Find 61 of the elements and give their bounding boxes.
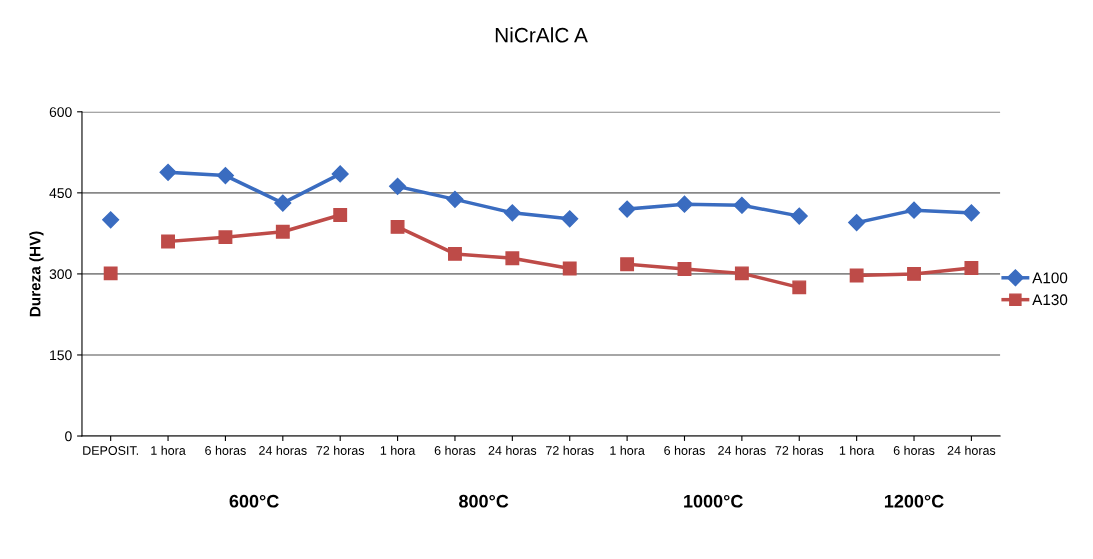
- point: [677, 262, 692, 276]
- x-tick-label: 1 hora: [380, 445, 416, 455]
- point: [734, 266, 749, 281]
- x-tick-label: 6 horas: [664, 445, 705, 455]
- y-tick-label: 450: [49, 188, 72, 199]
- x-tick-label: DEPOSIT.: [83, 446, 138, 455]
- point: [331, 165, 349, 183]
- legend-label: A100: [1032, 272, 1068, 284]
- point: [907, 266, 921, 281]
- y-tick-label: 150: [50, 350, 72, 361]
- x-tick-label: 6 horas: [893, 445, 935, 455]
- point: [159, 163, 177, 181]
- point: [790, 207, 808, 225]
- text: 800°C: [459, 494, 509, 508]
- x-tick-label: 24 horas: [718, 445, 766, 455]
- x-tick-label: 72 horas: [775, 445, 824, 455]
- point: [733, 196, 751, 214]
- point: [161, 234, 175, 249]
- point: [333, 208, 348, 222]
- x-tick-label: 6 horas: [434, 445, 476, 455]
- point: [389, 177, 407, 195]
- x-tick-label: 72 horas: [316, 445, 365, 455]
- point: [390, 219, 405, 234]
- point: [964, 261, 979, 275]
- y-axis-title: Dureza (HV): [29, 231, 44, 317]
- text: 1200°C: [884, 494, 944, 508]
- x-tick-label: 1 hora: [610, 445, 645, 455]
- point: [218, 230, 233, 245]
- point: [962, 204, 980, 222]
- point: [848, 214, 866, 232]
- point: [618, 200, 636, 218]
- point: [275, 224, 290, 239]
- y-tick-label: 600: [49, 107, 72, 117]
- point: [216, 167, 234, 185]
- point: [448, 246, 462, 261]
- text: 1000°C: [684, 494, 743, 508]
- x-tick-label: 24 horas: [947, 445, 996, 455]
- chart-title: NiCrAlC A: [495, 27, 588, 43]
- x-tick-label: 72 horas: [546, 445, 594, 455]
- point: [503, 204, 521, 222]
- point: [103, 266, 118, 281]
- point: [849, 268, 864, 283]
- x-tick-label: 24 horas: [259, 445, 307, 455]
- x-tick-label: 1 hora: [151, 445, 186, 455]
- legend-label: A130: [1032, 294, 1068, 306]
- x-tick-label: 24 horas: [488, 445, 537, 455]
- x-tick-label: 6 horas: [205, 445, 246, 455]
- point: [274, 194, 292, 212]
- point: [792, 280, 807, 295]
- point: [505, 251, 520, 266]
- y-tick-label: 0: [65, 431, 72, 442]
- point: [905, 201, 923, 219]
- x-tick-label: 1 hora: [839, 445, 875, 455]
- y-tick-label: 300: [49, 269, 72, 280]
- point: [562, 261, 577, 276]
- point: [675, 195, 694, 213]
- text: 600°C: [229, 494, 279, 508]
- point: [446, 190, 464, 208]
- point: [620, 257, 635, 272]
- point: [102, 211, 120, 229]
- point: [561, 210, 579, 228]
